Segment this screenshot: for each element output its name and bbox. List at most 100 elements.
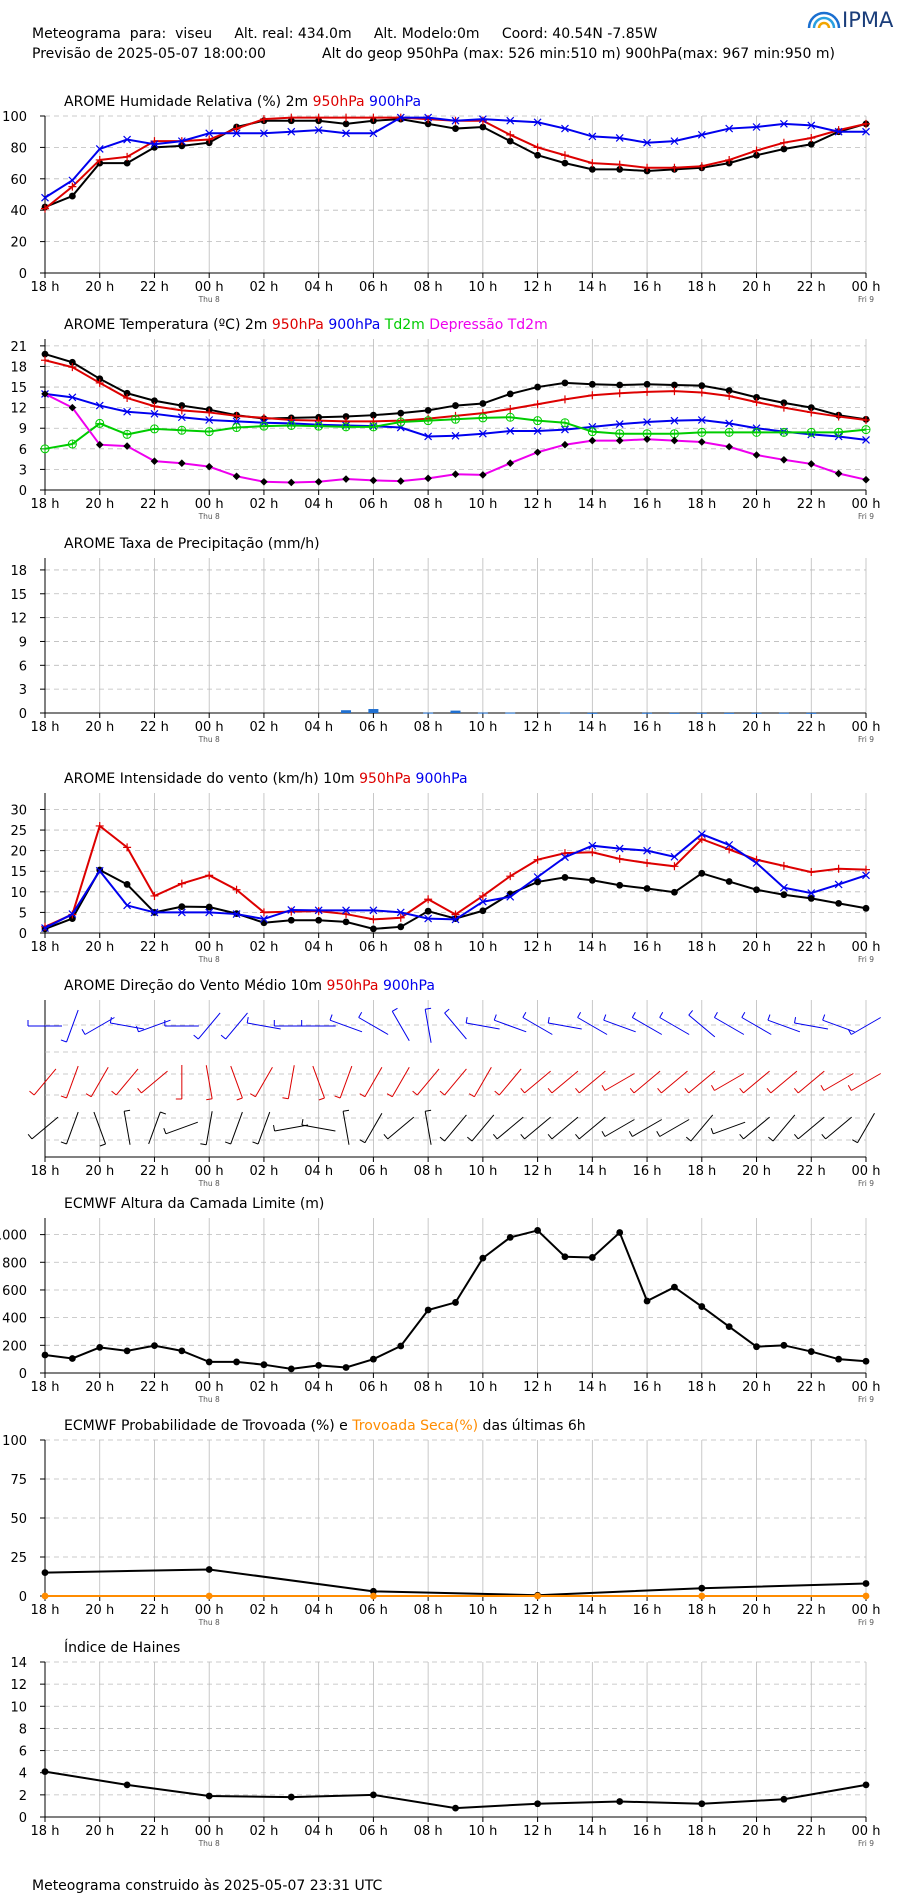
data-point [862, 865, 870, 874]
data-point [534, 1227, 541, 1234]
x-tick-label: 10 h [468, 280, 497, 295]
x-tick-label: 10 h [468, 1164, 497, 1179]
data-point-cross [779, 428, 788, 437]
x-tick-label: 00 h [852, 497, 881, 512]
wind-direction-mark [33, 1068, 57, 1096]
x-tick-label: 00 h [195, 1603, 224, 1618]
wind-direction-barb [631, 1012, 636, 1018]
x-tick-label: 18 h [31, 1380, 60, 1395]
x-tick-label: 08 h [414, 720, 443, 735]
data-point [533, 873, 542, 881]
precip-bar [806, 712, 817, 714]
x-tick-label: 14 h [578, 1824, 607, 1839]
x-tick-label: 22 h [797, 1164, 826, 1179]
data-point [178, 402, 186, 409]
data-point [670, 862, 679, 871]
data-point [643, 418, 651, 426]
data-point [177, 908, 186, 917]
x-tick-label: 04 h [304, 497, 333, 512]
x-tick-label: 12 h [523, 1603, 552, 1618]
y-tick-label: 20 [10, 845, 27, 860]
wind-direction-mark [66, 1111, 79, 1145]
data-point [643, 1297, 651, 1305]
data-point [698, 438, 706, 446]
data-point-cross [670, 429, 679, 438]
data-point [698, 1592, 706, 1600]
y-tick-label: 0 [19, 267, 27, 282]
wind-direction-barb [493, 1014, 497, 1021]
wind-direction-barb [547, 1088, 553, 1094]
wind-direction-mark [225, 1012, 248, 1040]
wind-direction-barb [628, 1131, 633, 1137]
data-point [95, 145, 104, 153]
data-point [178, 459, 186, 468]
data-point-cross [205, 427, 214, 436]
data-point [123, 442, 131, 450]
x-tick-label: 06 h [359, 720, 388, 735]
x-tick-label: 22 h [797, 940, 826, 955]
data-point-cross [424, 416, 433, 425]
title-part: ECMWF Altura da Camada Limite (m) [64, 1196, 324, 1212]
wind-direction-barb [60, 1141, 67, 1145]
x-tick-label: 18 h [31, 720, 60, 735]
x-tick-label: 16 h [633, 940, 662, 955]
precip-bar [587, 712, 598, 714]
data-point [478, 116, 487, 125]
wind-direction-mark [391, 1011, 410, 1041]
wind-direction-mark [444, 1068, 467, 1096]
wind-direction-barb [494, 1090, 500, 1096]
data-point [671, 1283, 678, 1291]
title-part: Trovoada Seca(%) [351, 1418, 478, 1434]
data-point [233, 1358, 240, 1366]
x-tick-label: 14 h [578, 1603, 607, 1618]
y-tick-label: 3 [19, 463, 27, 478]
data-point [478, 429, 487, 438]
wind-direction-barb [465, 1017, 468, 1024]
wind-direction-mark [822, 1019, 855, 1033]
data-point [259, 413, 268, 422]
x-tick-label: 20 h [85, 1603, 114, 1618]
wind-direction-mark [255, 1067, 273, 1097]
data-point [232, 129, 241, 138]
precip-bar [778, 712, 789, 714]
data-point [615, 134, 624, 142]
wind-direction-barb [246, 1017, 249, 1024]
wind-direction-barb [163, 1128, 167, 1134]
data-point [123, 152, 132, 161]
data-point [533, 855, 542, 864]
x-tick-label: 04 h [304, 1380, 333, 1395]
dir-series-10m [27, 1109, 875, 1147]
x-tick-label: 18 h [687, 940, 716, 955]
data-point [342, 413, 350, 420]
wind-direction-barb [249, 1093, 256, 1098]
data-point [725, 419, 734, 428]
wind-direction-barb [766, 1088, 772, 1094]
wind-direction-barb [383, 1134, 389, 1140]
data-point [862, 475, 870, 484]
data-point [315, 916, 323, 924]
series-td2m [40, 412, 871, 454]
y-tick-label: 600 [2, 1284, 27, 1299]
title-part: 900hPa [383, 978, 435, 994]
data-point [534, 1800, 541, 1808]
data-point [123, 407, 132, 416]
wind-direction-barb [741, 1012, 746, 1018]
wind-direction-barb [467, 1136, 473, 1142]
wind-direction-barb [60, 1039, 67, 1043]
wind-direction-barb [468, 1093, 475, 1098]
wind-direction-barb [794, 1134, 799, 1140]
data-point [205, 135, 214, 144]
data-point [643, 380, 651, 388]
data-point [68, 910, 77, 918]
data-point [178, 142, 186, 150]
data-point [643, 387, 652, 396]
day-label: Fri 9 [858, 735, 874, 744]
data-point [314, 477, 323, 486]
data-point [807, 460, 816, 468]
x-tick-label: 18 h [687, 1380, 716, 1395]
data-point-cross [68, 440, 77, 449]
x-tick-label: 10 h [468, 1380, 497, 1395]
day-label: Fri 9 [858, 295, 874, 304]
day-label: Fri 9 [858, 1395, 874, 1404]
